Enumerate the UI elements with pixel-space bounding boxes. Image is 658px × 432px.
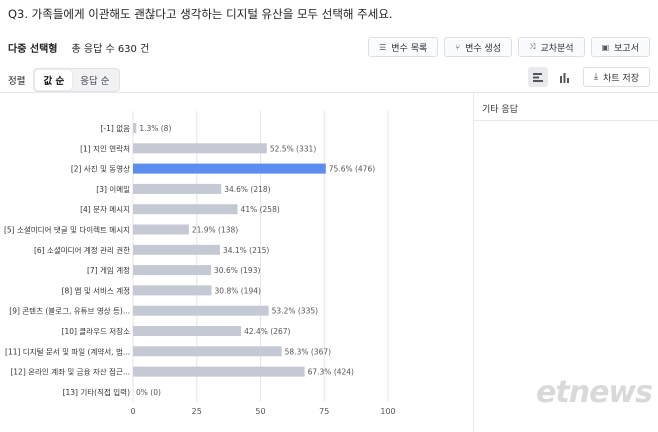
horizontal-bar-view-button[interactable] <box>528 67 548 87</box>
value-label: 75.6% (476) <box>329 165 375 174</box>
header-divider <box>0 92 658 93</box>
category-label: [-1] 없음 <box>100 124 130 133</box>
bar <box>133 163 326 174</box>
question-type: 다중 선택형 <box>8 44 58 55</box>
view-tools <box>528 67 574 87</box>
cross-icon: ⤨ <box>529 42 536 51</box>
etnews-watermark: etnews <box>536 375 653 410</box>
sort-by-response[interactable]: 응답 순 <box>80 76 110 87</box>
category-label: [2] 사진 및 동영상 <box>71 164 130 174</box>
save-chart-label: 차트 저장 <box>603 73 639 84</box>
x-tick-label: 25 <box>192 407 202 416</box>
download-icon: ⤓ <box>594 72 599 82</box>
report-icon: ▣ <box>601 42 610 52</box>
horizontal-bars-icon <box>532 72 543 82</box>
side-panel-divider <box>474 120 658 121</box>
report-button[interactable]: ▣ 보고서 <box>590 37 650 57</box>
bar <box>133 346 282 357</box>
bar <box>133 285 212 296</box>
response-bar-chart: 0 25 50 75 100 [-1] 없음 1.3% (8) [1] 지인 연락처 52.5%… <box>4 111 396 416</box>
x-tick-label: 100 <box>380 407 395 416</box>
bar <box>133 244 220 255</box>
value-label: 41% (258) <box>241 205 280 214</box>
list-icon: ☰ <box>379 42 387 52</box>
value-label: 42.4% (267) <box>244 327 290 336</box>
bar <box>133 224 189 235</box>
x-tick-label: 75 <box>319 407 329 416</box>
value-label: 0% (0) <box>136 388 161 397</box>
bar <box>133 183 222 194</box>
bar <box>133 305 269 316</box>
value-label: 67.3% (424) <box>308 368 354 377</box>
category-label: [4] 문자 메시지 <box>80 205 130 214</box>
category-label: [12] 온라인 계좌 및 금융 자산 접근... <box>10 367 130 377</box>
bar <box>133 204 238 215</box>
sort-toggle: 값 순 응답 순 <box>33 68 120 92</box>
bar <box>133 143 267 154</box>
sort-by-value[interactable]: 값 순 <box>35 70 73 90</box>
total-responses: 총 응답 수 630 건 <box>71 44 150 55</box>
create-variable-label: 변수 생성 <box>465 43 502 54</box>
value-label: 34.1% (215) <box>223 246 269 255</box>
category-label: [3] 이메일 <box>96 184 130 194</box>
bar <box>133 123 137 133</box>
category-label: [5] 소셜미디어 댓글 및 다이렉트 메시지 <box>4 225 130 235</box>
value-label: 52.5% (331) <box>270 144 316 153</box>
category-label: [7] 게임 계정 <box>87 265 130 275</box>
value-label: 30.6% (193) <box>214 266 260 275</box>
variable-list-label: 변수 목록 <box>391 43 428 54</box>
value-label: 34.6% (218) <box>224 185 270 194</box>
bar <box>133 265 212 276</box>
bar <box>133 366 305 377</box>
x-tick-label: 0 <box>130 407 135 416</box>
category-label: [6] 소셜미디어 계정 관리 권한 <box>34 245 130 255</box>
category-label: [10] 클라우드 저장소 <box>62 326 131 336</box>
panel-divider <box>473 93 474 432</box>
value-label: 30.8% (194) <box>215 286 261 295</box>
category-label: [9] 콘텐츠 (블로그, 유튜브 영상 등)... <box>9 306 130 316</box>
category-label: [1] 지인 연락처 <box>80 143 130 153</box>
other-responses-title: 기타 응답 <box>482 105 518 115</box>
sort-bar: 정렬 값 순 응답 순 <box>8 68 120 92</box>
category-label: [13] 기타(직접 입력) <box>63 387 130 397</box>
value-label: 58.3% (367) <box>285 347 331 356</box>
value-label: 1.3% (8) <box>139 124 171 133</box>
cross-analysis-label: 교차분석 <box>540 43 574 54</box>
question-title: Q3. 가족들에게 이관해도 괜찮다고 생각하는 디지털 유산을 모두 선택해 … <box>8 7 393 21</box>
value-label: 21.9% (138) <box>192 226 238 235</box>
response-meta: 다중 선택형 총 응답 수 630 건 <box>8 40 149 55</box>
cross-analysis-button[interactable]: ⤨ 교차분석 <box>518 37 585 57</box>
toolbar: ☰ 변수 목록 ⑂ 변수 생성 ⤨ 교차분석 ▣ 보고서 <box>368 37 650 57</box>
x-tick-label: 50 <box>255 407 265 416</box>
vertical-bars-icon <box>559 72 569 83</box>
save-chart-button[interactable]: ⤓ 차트 저장 <box>583 67 650 87</box>
category-label: [11] 디지털 문서 및 파일 (계약서, 법... <box>5 346 130 356</box>
variable-list-button[interactable]: ☰ 변수 목록 <box>368 37 439 57</box>
vertical-bar-view-button[interactable] <box>554 67 574 87</box>
sort-label: 정렬 <box>8 76 26 87</box>
value-label: 53.2% (335) <box>272 307 318 316</box>
create-variable-button[interactable]: ⑂ 변수 생성 <box>444 37 513 57</box>
report-label: 보고서 <box>614 43 639 54</box>
branch-icon: ⑂ <box>455 42 461 52</box>
bar <box>133 326 242 336</box>
category-label: [8] 앱 및 서비스 계정 <box>62 285 130 295</box>
